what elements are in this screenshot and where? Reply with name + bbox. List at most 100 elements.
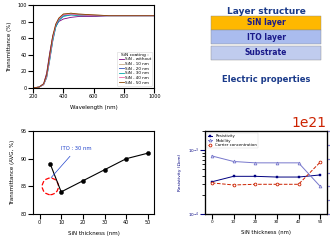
FancyBboxPatch shape — [212, 30, 321, 44]
Mobility — [210, 154, 214, 157]
SiN - 50 nm — [37, 86, 41, 89]
SiN - without — [31, 86, 35, 89]
SiN - 50 nm — [61, 13, 65, 15]
SiN - 20 nm — [57, 18, 61, 21]
SiN - 20 nm — [51, 39, 55, 42]
SiN - 50 nm — [107, 14, 111, 17]
Line: SiN - 50 nm: SiN - 50 nm — [33, 13, 154, 88]
Line: SiN - 20 nm: SiN - 20 nm — [33, 15, 154, 88]
SiN - 40 nm — [31, 86, 35, 89]
SiN - without — [45, 72, 49, 75]
Resistivity — [210, 180, 214, 183]
Mobility — [297, 161, 301, 164]
Line: SiN - without: SiN - without — [33, 16, 154, 88]
SiN - 40 nm — [51, 37, 55, 40]
Line: SiN - 10 nm: SiN - 10 nm — [33, 13, 154, 88]
Mobility — [318, 185, 322, 188]
SiN - 20 nm — [45, 76, 49, 78]
Text: Layer structure: Layer structure — [227, 7, 306, 16]
SiN - 50 nm — [51, 34, 55, 37]
FancyBboxPatch shape — [212, 46, 321, 60]
Line: SiN - 40 nm: SiN - 40 nm — [33, 14, 154, 88]
SiN - 50 nm — [42, 82, 46, 85]
SiN - 50 nm — [54, 23, 58, 26]
SiN - 30 nm — [57, 19, 61, 22]
SiN - 40 nm — [92, 14, 96, 17]
SiN - without — [51, 35, 55, 38]
Text: SiN layer: SiN layer — [247, 18, 285, 28]
SiN - 40 nm — [48, 57, 52, 60]
Resistivity — [232, 175, 236, 178]
SiN - 10 nm — [107, 14, 111, 17]
SiN - 20 nm — [61, 14, 65, 17]
SiN - 30 nm — [69, 13, 73, 16]
SiN - 10 nm — [152, 14, 156, 17]
Carrier concentration — [297, 183, 301, 186]
SiN - 30 nm — [92, 14, 96, 17]
SiN - 40 nm — [61, 13, 65, 16]
SiN - 20 nm — [92, 14, 96, 17]
SiN - 30 nm — [42, 83, 46, 86]
SiN - 20 nm — [77, 13, 81, 16]
SiN - 20 nm — [69, 13, 73, 16]
SiN - without — [57, 20, 61, 23]
Y-axis label: Transmittance (%): Transmittance (%) — [7, 21, 12, 72]
SiN - 50 nm — [152, 14, 156, 17]
SiN - without — [61, 17, 65, 20]
Carrier concentration — [318, 161, 322, 164]
Mobility — [253, 161, 257, 164]
SiN - 20 nm — [152, 14, 156, 17]
SiN - 40 nm — [57, 17, 61, 20]
SiN - 20 nm — [42, 83, 46, 86]
SiN - 10 nm — [31, 86, 35, 89]
SiN - without — [42, 82, 46, 85]
SiN - 10 nm — [37, 86, 41, 89]
X-axis label: SiN thickness (nm): SiN thickness (nm) — [241, 230, 291, 235]
X-axis label: Wavelength (nm): Wavelength (nm) — [70, 105, 117, 110]
Text: Substrate: Substrate — [245, 48, 287, 57]
Mobility — [232, 160, 236, 163]
FancyBboxPatch shape — [212, 16, 321, 30]
X-axis label: SiN thickness (nm): SiN thickness (nm) — [68, 231, 119, 236]
Resistivity — [275, 176, 279, 179]
SiN - 30 nm — [152, 14, 156, 17]
SiN - 10 nm — [42, 83, 46, 86]
SiN - 30 nm — [107, 14, 111, 17]
Carrier concentration — [253, 183, 257, 186]
SiN - 50 nm — [45, 73, 49, 76]
SiN - 20 nm — [31, 86, 35, 89]
SiN - 50 nm — [69, 12, 73, 15]
Line: SiN - 30 nm: SiN - 30 nm — [33, 15, 154, 88]
Text: ITO : 30 nm: ITO : 30 nm — [51, 146, 92, 178]
SiN - 30 nm — [45, 77, 49, 79]
SiN - 30 nm — [122, 14, 126, 17]
SiN - 10 nm — [57, 17, 61, 20]
SiN - 10 nm — [61, 13, 65, 15]
SiN - without — [107, 14, 111, 17]
Line: Carrier concentration: Carrier concentration — [211, 161, 322, 186]
Resistivity — [297, 176, 301, 179]
SiN - 40 nm — [54, 23, 58, 26]
SiN - 50 nm — [48, 53, 52, 56]
SiN - 50 nm — [31, 86, 35, 89]
SiN - 30 nm — [37, 86, 41, 89]
SiN - 40 nm — [77, 13, 81, 16]
SiN - 30 nm — [48, 59, 52, 62]
SiN - 30 nm — [51, 40, 55, 43]
SiN - 10 nm — [92, 13, 96, 16]
SiN - 20 nm — [48, 58, 52, 61]
Carrier concentration — [210, 182, 214, 184]
SiN - 50 nm — [92, 13, 96, 16]
SiN - without — [152, 14, 156, 17]
SiN - 40 nm — [152, 14, 156, 17]
Line: Mobility: Mobility — [211, 154, 322, 188]
SiN - 20 nm — [37, 86, 41, 89]
SiN - 20 nm — [107, 14, 111, 17]
Y-axis label: Transmittance (AVG, %): Transmittance (AVG, %) — [10, 140, 15, 205]
SiN - 40 nm — [122, 14, 126, 17]
SiN - 20 nm — [54, 25, 58, 28]
SiN - 30 nm — [31, 86, 35, 89]
SiN - 10 nm — [77, 13, 81, 15]
SiN - without — [54, 25, 58, 28]
SiN - 40 nm — [42, 83, 46, 86]
